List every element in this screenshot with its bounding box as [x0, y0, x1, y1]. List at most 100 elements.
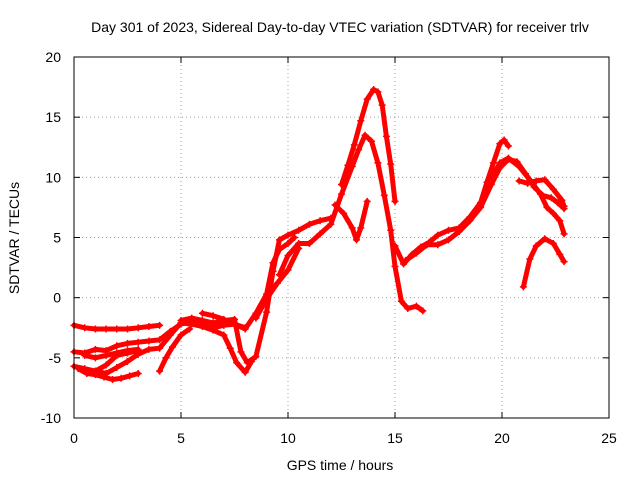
data-point [198, 309, 206, 317]
data-point [284, 240, 292, 248]
series-line [488, 155, 567, 237]
data-point [558, 196, 566, 204]
data-point [168, 343, 176, 351]
data-point [338, 181, 345, 189]
data-point [445, 236, 452, 244]
x-tick-label: 15 [387, 430, 403, 446]
data-point [352, 236, 360, 244]
data-point [145, 345, 153, 353]
data-point [188, 314, 196, 322]
series-track-7 [156, 325, 194, 375]
data-point [231, 320, 238, 328]
data-point [496, 140, 504, 148]
series-line [339, 87, 398, 204]
data-point [532, 177, 540, 185]
data-point [487, 175, 495, 183]
series-track-12 [275, 131, 427, 315]
data-point [134, 347, 142, 355]
data-point [404, 304, 412, 312]
data-point [126, 372, 134, 380]
series-line [392, 137, 511, 267]
data-point [241, 325, 249, 333]
y-tick-label: 10 [45, 169, 61, 185]
data-point [445, 226, 452, 234]
data-point [91, 325, 99, 333]
data-point [273, 279, 281, 287]
data-point [305, 220, 313, 228]
data-point [284, 231, 292, 239]
data-point [263, 295, 271, 303]
data-point [348, 224, 356, 232]
data-point [526, 255, 534, 263]
data-point [537, 190, 545, 198]
data-point [156, 321, 164, 329]
tick-marks [73, 56, 610, 419]
data-point [117, 374, 125, 382]
data-point [156, 344, 164, 352]
data-point [363, 95, 371, 103]
data-point [275, 271, 283, 279]
data-point [113, 363, 121, 371]
data-point [305, 240, 313, 248]
y-tick-label: 0 [53, 290, 61, 306]
data-point [269, 259, 277, 267]
data-point [198, 317, 206, 325]
data-point [145, 323, 153, 331]
data-point [455, 227, 463, 235]
data-point [156, 367, 164, 375]
data-point [560, 202, 568, 210]
data-point [378, 101, 386, 109]
data-point [361, 131, 369, 139]
data-point [402, 256, 410, 264]
data-point [374, 88, 382, 96]
data-point [412, 302, 420, 310]
chart-title: Day 301 of 2023, Sidereal Day-to-day VTE… [91, 19, 589, 35]
data-point [350, 141, 358, 149]
data-point [134, 338, 142, 346]
data-point [466, 217, 474, 225]
data-point [81, 324, 89, 332]
data-point [504, 154, 512, 162]
data-point [124, 325, 131, 333]
series-track-11 [252, 244, 303, 322]
data-point [233, 359, 241, 367]
data-point [504, 142, 512, 150]
y-tick-labels: -10 -5 0 5 10 15 20 [41, 49, 61, 426]
data-point [434, 231, 442, 239]
data-point [338, 190, 345, 198]
series-track-18 [515, 176, 568, 210]
data-point [554, 199, 562, 207]
x-tick-labels: 0 5 10 15 20 25 [70, 430, 617, 446]
data-point [487, 181, 495, 189]
data-point [316, 230, 324, 238]
data-point [275, 246, 283, 254]
data-point [100, 373, 108, 381]
data-point [423, 241, 431, 249]
data-point [220, 315, 228, 323]
data-point [91, 354, 99, 362]
data-point [113, 351, 121, 359]
y-tick-label: 20 [45, 49, 61, 65]
data-point [177, 331, 185, 339]
data-point [532, 242, 540, 250]
series-track-15 [391, 136, 512, 268]
y-tick-label: 5 [53, 230, 61, 246]
data-point [124, 339, 131, 347]
grid [74, 57, 609, 418]
data-point [419, 307, 427, 315]
series-line [520, 236, 567, 290]
data-point [391, 242, 399, 250]
data-point [275, 236, 283, 244]
data-point [237, 348, 245, 356]
data-series [70, 85, 568, 383]
data-point [547, 194, 555, 202]
data-point [382, 132, 390, 140]
data-point [156, 336, 164, 344]
series-line [332, 198, 370, 243]
data-point [113, 342, 121, 350]
data-point [295, 226, 303, 234]
data-point [387, 160, 395, 168]
data-point [209, 319, 217, 327]
x-tick-label: 10 [280, 430, 296, 446]
data-point [434, 241, 442, 249]
